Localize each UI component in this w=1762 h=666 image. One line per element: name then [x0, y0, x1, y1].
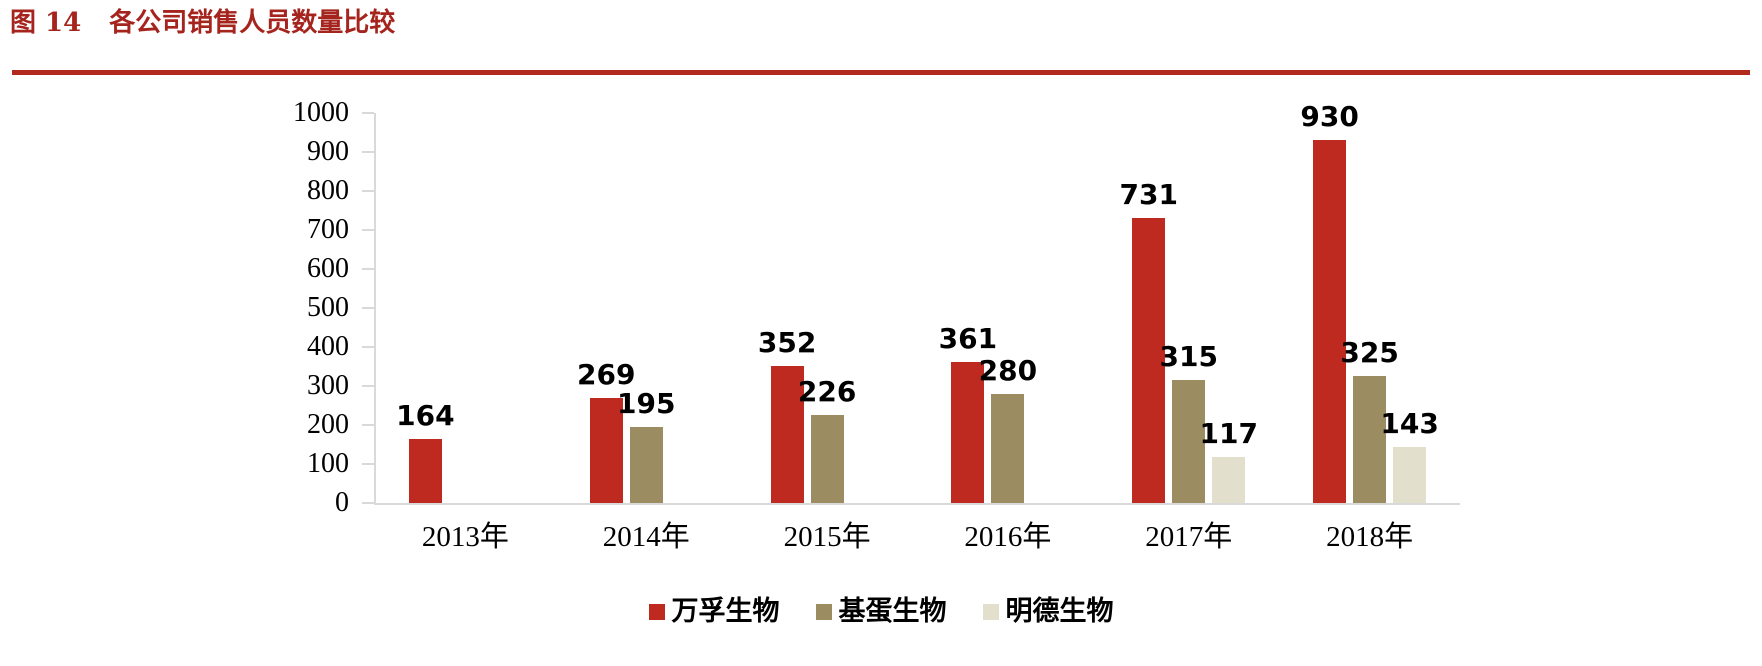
- bar-value-label: 361: [938, 322, 998, 356]
- y-tick-label: 700: [307, 214, 349, 245]
- bar-明德生物-2017年: [1212, 457, 1246, 503]
- y-tick-label: 800: [307, 175, 349, 206]
- legend-label: 基蛋生物: [838, 596, 947, 627]
- x-axis-label: 2018年: [1326, 521, 1414, 553]
- bar-value-label: 117: [1199, 417, 1258, 451]
- legend-swatch-icon: [815, 604, 832, 620]
- y-tick-mark: [362, 463, 374, 465]
- y-axis-line: [374, 113, 376, 503]
- bar-万孚生物-2015年: [770, 365, 804, 503]
- legend-label: 明德生物: [1005, 596, 1114, 627]
- bar-value-label: 325: [1340, 336, 1399, 370]
- y-tick-label: 1000: [293, 97, 349, 128]
- y-tick-mark: [362, 112, 374, 114]
- bar-基蛋生物-2017年: [1172, 380, 1206, 503]
- bar-万孚生物-2014年: [589, 398, 623, 503]
- y-tick-label: 300: [307, 370, 349, 401]
- bar-value-label: 930: [1300, 100, 1359, 134]
- y-tick-label: 200: [307, 409, 349, 440]
- bar-明德生物-2018年: [1393, 447, 1427, 503]
- x-axis-label: 2013年: [421, 521, 509, 553]
- bar-万孚生物-2017年: [1132, 217, 1166, 503]
- legend-label: 万孚生物: [671, 596, 780, 627]
- chart-legend: 万孚生物 基蛋生物 明德生物: [0, 596, 1762, 628]
- bar-基蛋生物-2018年: [1353, 376, 1387, 503]
- bar-value-label: 731: [1119, 177, 1178, 211]
- bar-value-label: 280: [978, 353, 1038, 387]
- y-tick-mark: [362, 346, 374, 348]
- bar-value-label: 143: [1380, 407, 1439, 441]
- title-rule-divider: [12, 70, 1750, 75]
- bar-基蛋生物-2016年: [991, 393, 1025, 503]
- legend-item-基蛋生物: 基蛋生物: [815, 596, 947, 628]
- y-tick-label: 400: [307, 331, 349, 362]
- x-axis-label: 2015年: [783, 521, 871, 553]
- y-tick-label: 100: [307, 448, 349, 479]
- legend-swatch-icon: [982, 604, 999, 620]
- bar-value-label: 315: [1159, 340, 1218, 374]
- x-axis-line: [374, 503, 1460, 505]
- y-tick-mark: [362, 268, 374, 270]
- bar-万孚生物-2013年: [408, 439, 442, 503]
- x-axis-label: 2014年: [602, 521, 690, 553]
- legend-item-明德生物: 明德生物: [982, 596, 1114, 628]
- y-tick-label: 500: [307, 292, 349, 323]
- y-tick-mark: [362, 502, 374, 504]
- y-tick-mark: [362, 424, 374, 426]
- x-axis-label: 2016年: [964, 521, 1052, 553]
- bar-基蛋生物-2015年: [810, 414, 844, 503]
- y-tick-mark: [362, 151, 374, 153]
- bar-value-label: 352: [757, 325, 817, 359]
- figure-title: 各公司销售人员数量比较: [109, 8, 396, 38]
- figure-number-label: 图 14: [10, 8, 82, 38]
- y-tick-mark: [362, 190, 374, 192]
- bar-value-label: 164: [396, 399, 455, 433]
- bar-value-label: 269: [577, 358, 636, 392]
- bar-基蛋生物-2014年: [629, 426, 663, 503]
- figure-header: 图 14 各公司销售人员数量比较: [10, 6, 395, 40]
- y-tick-mark: [362, 385, 374, 387]
- y-tick-label: 0: [335, 487, 349, 518]
- bar-万孚生物-2018年: [1313, 140, 1347, 503]
- legend-item-万孚生物: 万孚生物: [648, 596, 780, 628]
- legend-swatch-icon: [648, 604, 665, 620]
- y-tick-label: 900: [307, 136, 349, 167]
- bar-value-label: 226: [797, 374, 857, 408]
- y-tick-label: 600: [307, 253, 349, 284]
- bar-value-label: 195: [617, 386, 676, 420]
- y-tick-mark: [362, 229, 374, 231]
- x-axis-label: 2017年: [1145, 521, 1233, 553]
- bar-万孚生物-2016年: [951, 362, 985, 503]
- y-tick-mark: [362, 307, 374, 309]
